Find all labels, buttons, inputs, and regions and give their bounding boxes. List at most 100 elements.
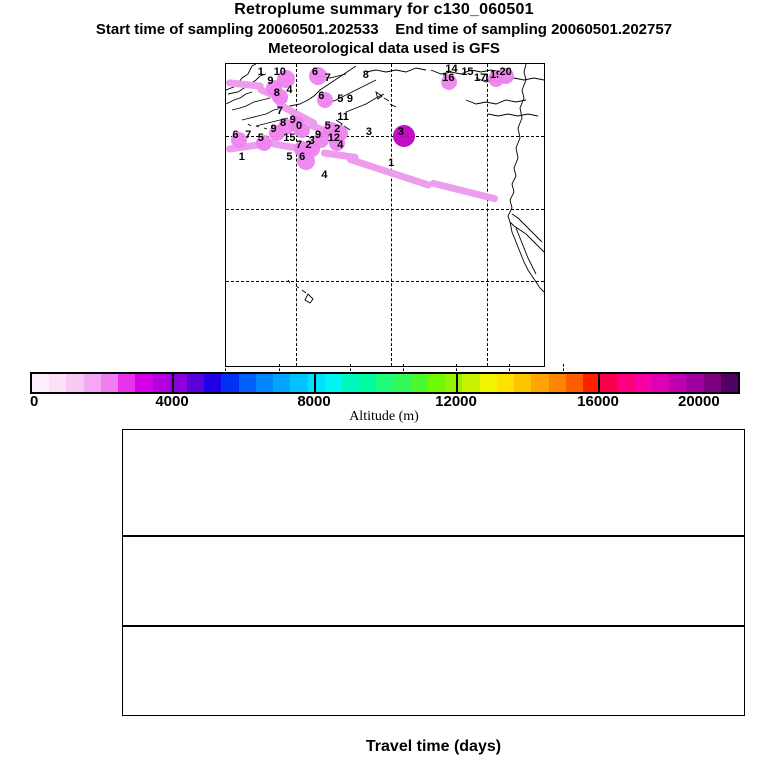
colorbar-swatch [617, 374, 635, 392]
map-day-label: 14 [445, 63, 458, 75]
plume-blob [497, 68, 514, 85]
map-gridline-horizontal [226, 281, 544, 283]
map-day-label: 16 [442, 72, 455, 85]
colorbar-swatch [290, 374, 308, 392]
map-day-label: 8 [362, 69, 369, 82]
map-day-label: 17 [474, 72, 487, 85]
plume-blob [296, 151, 315, 170]
start-time-label: Start time of sampling 20060501.202533 [95, 21, 379, 38]
plume-blob [268, 125, 285, 142]
colorbar-swatch [324, 374, 342, 392]
colorbar-swatch [359, 374, 377, 392]
map-day-label: 9 [315, 129, 322, 142]
map-day-label: 9 [346, 93, 353, 106]
met-data-label: Meteorological data used is GFS [268, 40, 500, 57]
colorbar-swatch [66, 374, 84, 392]
colorbar-swatch [462, 374, 480, 392]
colorbar-swatch [651, 374, 670, 392]
plume-blob [393, 125, 416, 148]
page-title: Retroplume summary for c130_060501 [234, 1, 534, 18]
colorbar-swatch [669, 374, 687, 392]
colorbar-divider [314, 372, 316, 394]
colorbar-swatch [118, 374, 136, 392]
colorbar-tick-label: 12000 [435, 393, 477, 410]
map-gridline-horizontal [226, 136, 544, 138]
map-day-label: 4 [337, 138, 344, 151]
colorbar-swatch [49, 374, 67, 392]
map-day-label: 5 [286, 150, 293, 163]
colorbar-tick-labels: 0 4000 8000 12000 16000 20000 [0, 394, 768, 412]
map-day-label: 5 [324, 120, 331, 133]
plume-blob [256, 134, 273, 151]
colorbar-swatch [307, 374, 325, 392]
colorbar-minor-tick [278, 364, 280, 371]
map-day-label: 3 [308, 135, 315, 148]
colorbar-swatch [565, 374, 583, 392]
map-day-label: 9 [267, 75, 274, 88]
plume-blob [316, 92, 333, 109]
colorbar-divider [598, 372, 600, 394]
map-day-label: 0 [295, 120, 303, 133]
colorbar-swatch [686, 374, 704, 392]
map-day-label: 2 [334, 123, 341, 136]
colorbar-swatch [135, 374, 153, 392]
colorbar-minor-tick [509, 364, 511, 371]
colorbar-divider [172, 372, 174, 394]
map-day-label: 5 [337, 93, 344, 106]
map-day-label: 6 [299, 150, 306, 163]
colorbar-swatch [531, 374, 549, 392]
map-day-label: 1 [238, 150, 245, 163]
colorbar-minor-tick [402, 364, 404, 371]
str-panel[interactable] [122, 626, 745, 716]
colorbar-swatch [152, 374, 170, 392]
map-gridline-vertical [486, 64, 488, 366]
plume-blob [329, 134, 346, 151]
colorbar-axis-title: Altitude (m) [349, 409, 419, 424]
map-gridline-horizontal [226, 208, 544, 210]
colorbar-tick-label: 8000 [297, 393, 331, 410]
colorbar-swatch [255, 374, 274, 392]
colorbar-swatch [583, 374, 601, 392]
colorbar-tick-label: 16000 [577, 393, 619, 410]
plume-blob [440, 74, 457, 91]
map-day-label: 7 [245, 129, 252, 142]
map-day-label: 20 [499, 66, 512, 79]
colorbar-minor-tick [349, 364, 351, 371]
colorbar-swatch [720, 374, 738, 392]
x-axis-title: Travel time (days) [365, 738, 502, 755]
map-gridline-vertical [391, 64, 393, 366]
plume-blob [294, 122, 311, 139]
colorbar-swatch [32, 374, 50, 392]
colorbar-swatch [514, 374, 532, 392]
map-day-label: 3 [365, 126, 373, 139]
colorbar-swatch [221, 374, 239, 392]
map-day-label: 2 [305, 138, 312, 151]
altitude-panel[interactable] [122, 429, 745, 536]
plume-blob [272, 89, 289, 106]
map-day-label: 1 [257, 66, 264, 79]
map-day-label: 8 [280, 117, 287, 130]
colorbar-swatch [238, 374, 256, 392]
map-day-label: 6 [232, 129, 239, 142]
map-gridline-vertical [295, 64, 297, 366]
map-day-label: 15 [283, 132, 296, 145]
abl-panel[interactable] [122, 536, 745, 626]
colorbar-swatch [273, 374, 291, 392]
colorbar-swatch [548, 374, 566, 392]
plume-blob [309, 67, 328, 86]
colorbar-swatch [393, 374, 411, 392]
colorbar-swatch [100, 374, 119, 392]
retroplume-map[interactable]: 1 1 1 10 9 8 4 6 7 8 6 5 9 7 8 9 0 11 3 3 5 2 9 12 6 7 5 9 15 7 2 3 4 5 6 4… [225, 63, 545, 367]
altitude-colorbar[interactable] [30, 372, 740, 394]
map-day-label: 11 [337, 111, 349, 124]
map-day-label: 12 [327, 132, 340, 145]
map-day-label: 4 [321, 168, 328, 181]
colorbar-divider [456, 372, 458, 394]
colorbar-swatch [341, 374, 360, 392]
end-time-label: End time of sampling 20060501.202757 [395, 21, 673, 38]
colorbar-minor-tick [456, 364, 457, 371]
map-day-label: 8 [273, 87, 280, 100]
map-day-label: 4 [286, 84, 293, 97]
map-day-label: 10 [273, 66, 286, 79]
colorbar-swatch [169, 374, 187, 392]
